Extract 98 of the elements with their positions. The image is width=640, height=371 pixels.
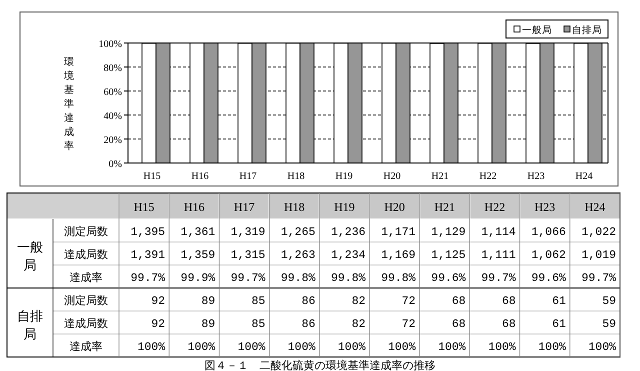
data-label: 89 [201,318,216,331]
data-label: 1,359 [180,249,216,262]
data-label: 99.7% [481,272,516,285]
data-label: 85 [251,295,266,308]
x-tick-label: H22 [479,171,497,182]
data-label: 99.8% [381,272,416,285]
data-label: 1,391 [130,249,166,262]
data-label: 100% [137,341,166,354]
data-label: 1,236 [330,226,366,239]
data-label: 68 [502,318,516,331]
x-tick-label: H16 [191,171,209,182]
data-label: 59 [602,318,616,331]
data-label: 1,066 [531,226,566,239]
text: 自排局 [17,310,43,342]
text: 達成率 [70,271,102,284]
y-tick-label: 100% [98,39,122,50]
category-label: H16 [184,200,204,214]
data-label: 99.6% [431,272,466,285]
legend-label: 一般局 [522,25,552,36]
data-label: 68 [452,318,466,331]
category-label: H23 [534,200,556,214]
text: 達成率 [70,340,102,353]
category-label: H15 [134,200,154,214]
data-label: 99.7% [230,272,266,285]
text: 測定局数 [64,225,108,238]
y-tick-label: 0% [108,159,122,170]
category-label: H17 [234,200,255,214]
data-label: 100% [288,341,316,354]
data-label: 99.8% [280,272,316,285]
data-label: 99.6% [531,272,566,285]
x-tick-label: H17 [239,171,257,182]
data-label: 68 [502,295,516,308]
data-label: 1,169 [381,249,416,262]
data-label: 1,062 [531,249,566,262]
x-tick-label: H20 [383,171,401,182]
data-label: 99.7% [581,272,616,285]
data-label: 99.7% [130,272,166,285]
data-label: 1,265 [280,226,316,239]
data-label: 100% [338,341,366,354]
x-tick-label: H23 [527,171,545,182]
category-label: H24 [584,200,606,214]
text: 達成局数 [64,248,108,261]
data-label: 100% [388,341,416,354]
data-label: 1,111 [481,249,516,262]
data-label: 100% [588,341,616,354]
caption: 図４－１ 二酸化硫黄の環境基準達成率の推移 [204,359,436,371]
data-label: 72 [402,295,416,308]
data-label: 1,171 [381,226,416,239]
x-tick-label: H21 [431,171,449,182]
data-label: 1,022 [581,226,616,239]
data-label: 1,125 [431,249,466,262]
x-tick-label: H15 [143,171,161,182]
data-label: 72 [402,318,416,331]
y-tick-label: 40% [104,111,122,122]
data-label: 99.9% [180,272,216,285]
data-label: 1,263 [280,249,316,262]
category-label: H20 [384,200,405,214]
data-label: 1,129 [431,226,466,239]
data-label: 100% [238,341,266,354]
data-label: 61 [552,295,566,308]
data-label: 86 [302,318,316,331]
data-label: 1,019 [581,249,616,262]
legend-label: 自排局 [572,24,602,36]
data-label: 100% [188,341,216,354]
data-label: 1,319 [230,226,266,239]
data-label: 100% [488,341,516,354]
data-label: 1,234 [330,249,366,262]
data-label: 82 [352,295,366,308]
category-label: H19 [334,200,355,214]
data-label: 61 [552,318,566,331]
data-label: 100% [438,341,466,354]
category-label: H18 [284,200,305,214]
x-tick-label: H19 [335,171,353,182]
data-label: 68 [452,295,466,308]
y-tick-label: 20% [104,135,122,146]
data-label: 1,361 [180,226,216,239]
data-label: 99.8% [330,272,366,285]
y-tick-label: 60% [104,87,122,98]
data-label: 59 [602,295,616,308]
data-label: 1,395 [130,226,166,239]
category-label: H21 [434,200,455,214]
x-tick-label: H18 [287,171,305,182]
text: 測定局数 [64,294,108,307]
data-label: 92 [151,318,166,331]
y-tick-label: 80% [104,63,122,74]
text: 達成局数 [64,317,108,330]
text: 一般局 [17,240,43,274]
data-label: 85 [251,318,266,331]
data-label: 82 [352,318,366,331]
data-label: 1,315 [230,249,266,262]
data-label: 86 [302,295,316,308]
data-label: 92 [151,295,166,308]
x-tick-label: H24 [575,171,593,182]
data-label: 89 [201,295,216,308]
y-axis-title: 環境基準達成率 [63,57,74,152]
data-label: 1,114 [481,226,516,239]
category-label: H22 [484,200,506,214]
data-label: 100% [538,341,566,354]
